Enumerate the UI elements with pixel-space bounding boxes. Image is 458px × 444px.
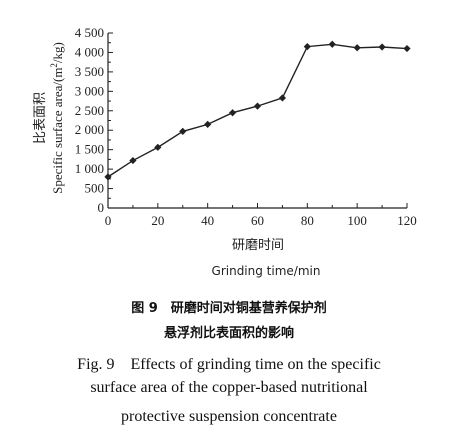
y-axis-label-cn: 比表面积 (33, 92, 48, 144)
series-line (107, 43, 408, 178)
x-tick-label: 120 (397, 213, 417, 228)
x-tick-label: 80 (301, 213, 314, 228)
data-point-marker (129, 156, 137, 165)
data-point-marker (228, 109, 237, 117)
data-point-marker (328, 40, 336, 48)
data-point-marker (104, 173, 112, 181)
caption-en-line-2: surface area of the copper-based nutriti… (90, 379, 368, 396)
y-tick-label: 4 000 (75, 44, 104, 59)
y-axis-label-en-sup: 2 (49, 63, 59, 68)
data-point-marker (154, 143, 162, 151)
y-axis-label-en-unit: /kg) (50, 42, 65, 63)
chart-series (104, 40, 411, 181)
x-axis-label-en: Grinding time/min (212, 264, 321, 278)
data-point-marker (378, 43, 386, 51)
data-point-marker (204, 120, 212, 128)
caption-cn-line-2: 悬浮剂比表面积的影响 (163, 326, 294, 341)
y-tick-label: 1 500 (75, 142, 104, 157)
y-tick-label: 4 500 (75, 25, 104, 40)
caption-en-line-3: protective suspension concentrate (121, 408, 337, 425)
y-axis-label-en: Specific surface area/(m2/kg) (49, 42, 65, 194)
data-point-marker (278, 94, 287, 102)
x-tick-label: 60 (251, 213, 264, 228)
y-tick-label: 3 000 (75, 83, 104, 98)
caption-cn-line-1: 图 9 研磨时间对铜基营养保护剂 (131, 301, 327, 316)
y-axis-label-en-main: Specific surface area/(m (50, 68, 65, 194)
y-tick-label: 500 (85, 181, 105, 196)
y-tick-label: 2 500 (75, 103, 104, 118)
y-tick-label: 2 000 (75, 122, 104, 137)
y-tick-label: 0 (98, 200, 105, 215)
data-point-marker (179, 127, 187, 135)
x-tick-label: 0 (105, 213, 112, 228)
x-axis-label-cn: 研磨时间 (232, 238, 284, 253)
data-point-marker (303, 43, 311, 51)
y-tick-label: 1 000 (75, 161, 104, 176)
x-tick-label: 40 (201, 213, 214, 228)
data-point-marker (403, 44, 411, 53)
caption-en-line-1: Fig. 9 Effects of grinding time on the s… (77, 356, 381, 373)
x-tick-label: 20 (151, 213, 164, 228)
data-point-marker (253, 102, 262, 110)
chart-ticks: 0 500 1 000 1 500 2 000 2 500 3 000 3 500 4 000 4… (75, 25, 417, 228)
chart-axes (107, 33, 407, 209)
y-tick-label: 3 500 (75, 64, 104, 79)
x-tick-label: 100 (347, 213, 367, 228)
data-point-marker (353, 44, 361, 52)
